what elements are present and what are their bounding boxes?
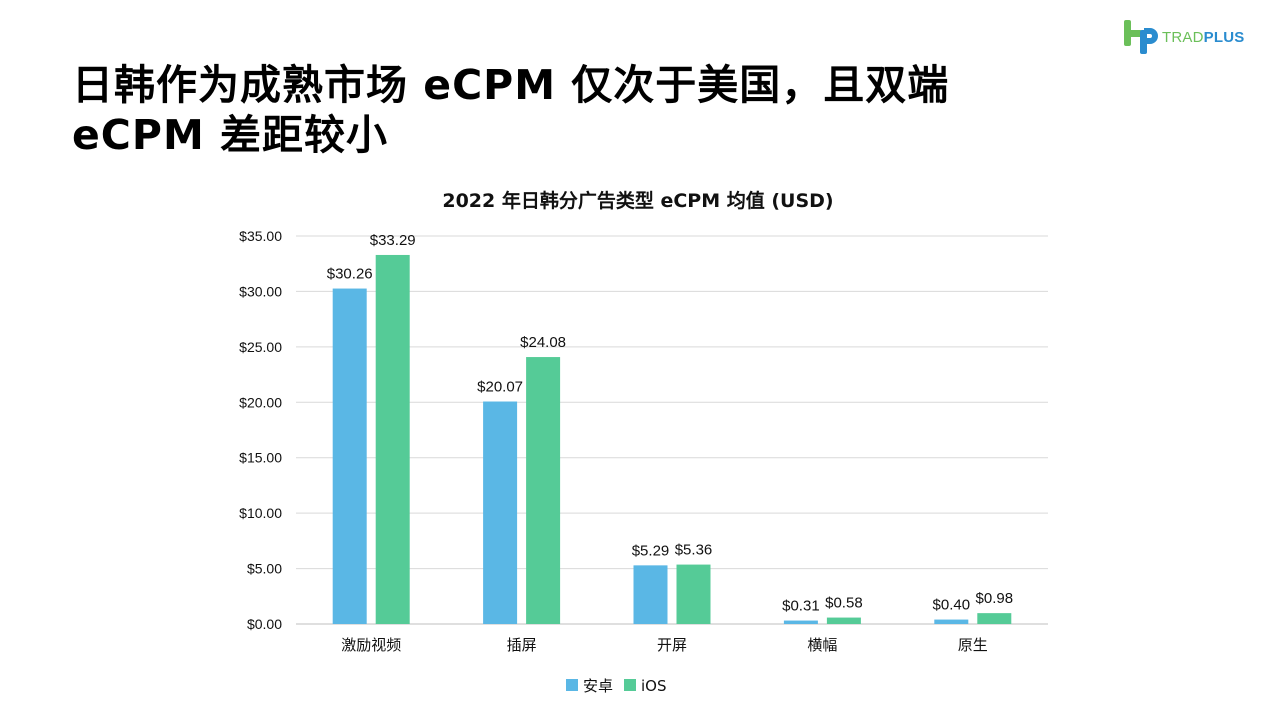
y-tick-label: $10.00 [239, 505, 282, 521]
bar-android [934, 619, 969, 624]
y-tick-label: $0.00 [247, 616, 282, 632]
bar-android [633, 565, 668, 624]
category-label: 开屏 [657, 636, 687, 654]
category-label: 原生 [958, 636, 988, 654]
legend-label: 安卓 [583, 677, 613, 695]
chart-title: 2022 年日韩分广告类型 eCPM 均值 (USD) [442, 189, 833, 212]
data-label: $33.29 [370, 232, 416, 249]
legend-swatch [624, 679, 636, 691]
data-labels: $30.26 $33.29 $20.07 $24.08 $5.29 $5.36 $0.31 $… [327, 232, 1013, 615]
page-title-line2: eCPM 差距较小 [72, 111, 389, 159]
logo-text-plus: PLUS [1203, 29, 1245, 46]
bar-ios [826, 617, 861, 624]
y-tick-label: $35.00 [239, 228, 282, 244]
tradplus-logo-icon [1124, 20, 1158, 54]
legend-label: iOS [641, 677, 667, 695]
logo-text-trad: TRAD [1162, 29, 1204, 46]
bar-ios [526, 357, 561, 624]
y-tick-label: $30.00 [239, 283, 282, 299]
data-label: $0.40 [933, 597, 971, 614]
gridlines [296, 235, 1048, 625]
tradplus-logo: TRADPLUS [1120, 18, 1260, 56]
data-label: $0.58 [825, 595, 863, 612]
y-tick-label: $15.00 [239, 450, 282, 466]
data-label: $5.36 [675, 542, 713, 559]
category-label: 插屏 [507, 636, 537, 654]
bars [332, 254, 1012, 624]
y-axis-ticks: $0.00 $5.00 $10.00 $15.00 $20.00 $25.00 $30.00… [239, 228, 282, 632]
data-label: $20.07 [477, 379, 523, 396]
page-title-line1: 日韩作为成熟市场 eCPM 仅次于美国，且双端 [72, 61, 950, 109]
bar-ios [375, 254, 410, 624]
bar-android [483, 401, 518, 624]
data-label: $30.26 [327, 266, 373, 283]
y-tick-label: $5.00 [247, 561, 282, 577]
category-label: 激励视频 [341, 636, 401, 654]
bar-ios [676, 564, 711, 624]
y-tick-label: $20.00 [239, 394, 282, 410]
data-label: $0.98 [976, 590, 1014, 607]
page-title: 日韩作为成熟市场 eCPM 仅次于美国，且双端 eCPM 差距较小 [72, 60, 1132, 160]
legend-swatch [566, 679, 578, 691]
data-label: $0.31 [782, 598, 820, 615]
logo-wordmark: TRADPLUS [1162, 29, 1244, 46]
category-label: 横幅 [807, 636, 837, 654]
bar-android [783, 620, 818, 624]
x-axis-categories: 激励视频 插屏 开屏 横幅 原生 [341, 636, 988, 654]
bar-android [332, 288, 367, 624]
bar-ios [977, 613, 1012, 624]
data-label: $5.29 [632, 542, 670, 559]
data-label: $24.08 [520, 334, 566, 351]
y-tick-label: $25.00 [239, 339, 282, 355]
legend: 安卓 iOS [566, 677, 667, 695]
